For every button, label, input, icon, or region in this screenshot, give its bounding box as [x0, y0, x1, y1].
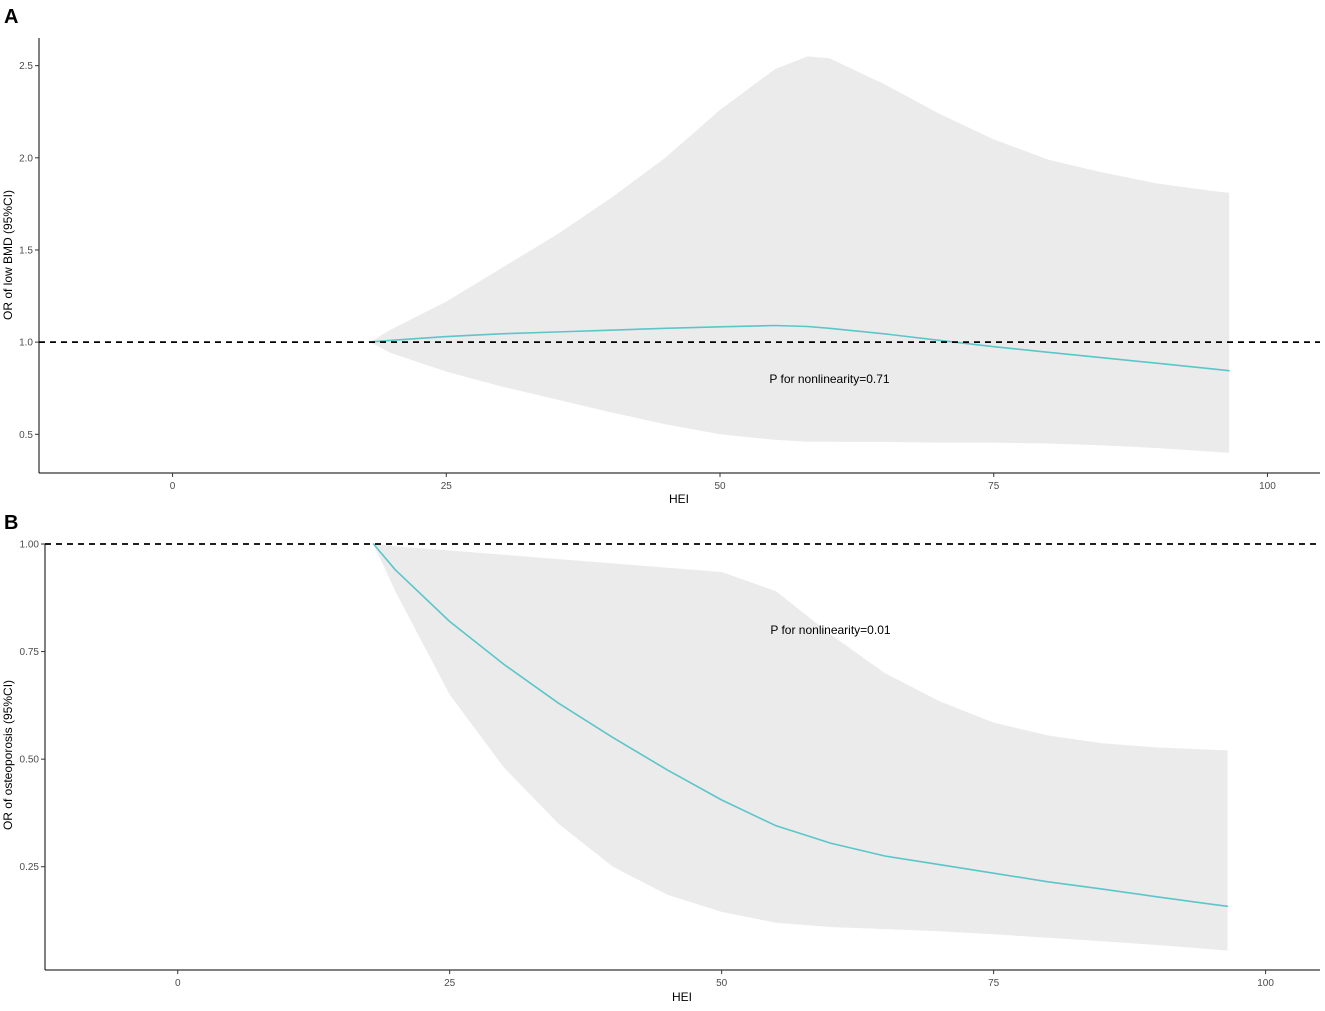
- y-axis-title-b: OR of osteoporosis (95%CI): [1, 680, 15, 830]
- p-nonlinearity-annotation-a: P for nonlinearity=0.71: [769, 372, 890, 386]
- y-tick-label: 0.50: [20, 755, 40, 766]
- y-tick-label: 2.0: [19, 153, 33, 164]
- y-tick-label: 0.75: [20, 647, 40, 658]
- y-tick-label: 0.25: [20, 862, 40, 873]
- x-tick-label: 75: [988, 481, 1000, 492]
- axes-layer: [38, 38, 1320, 474]
- confidence-band-layer: [373, 544, 1228, 951]
- or-curve-layer: [372, 543, 1229, 908]
- x-ticks-layer: 0 25 50 75 100: [175, 970, 1274, 989]
- x-tick-label: 0: [170, 481, 176, 492]
- or-curve-a: [368, 324, 1230, 372]
- p-nonlinearity-annotation-b: P for nonlinearity=0.01: [770, 623, 891, 637]
- x-ticks-layer: 0 25 50 75 100: [170, 473, 1276, 492]
- x-tick-label: 25: [444, 978, 456, 989]
- y-tick-label: 0.5: [19, 430, 33, 441]
- y-tick-label: 1.0: [19, 338, 33, 349]
- x-tick-label: 50: [716, 978, 728, 989]
- panel-b: 0 25 50 75 100 0.25 0.50 0.75 1.00 B HEI OR of …: [1, 512, 1320, 1004]
- panel-a: 0 25 50 75 100 0.5 1.0 1.5 2.0 2.5 A HEI OR of l…: [1, 6, 1320, 506]
- y-tick-label: 1.00: [20, 540, 40, 551]
- panel-label-b: B: [4, 512, 18, 534]
- x-axis-title-b: HEI: [672, 990, 692, 1004]
- y-tick-label: 2.5: [19, 61, 33, 72]
- axes-layer: [44, 544, 1320, 971]
- y-ticks-layer: 0.5 1.0 1.5 2.0 2.5: [19, 61, 39, 441]
- confidence-band-layer: [369, 56, 1230, 453]
- x-tick-label: 100: [1257, 978, 1274, 989]
- x-tick-label: 50: [714, 481, 726, 492]
- x-tick-label: 100: [1259, 481, 1276, 492]
- or-curve-b: [372, 543, 1229, 908]
- confidence-band-b: [373, 544, 1228, 951]
- x-tick-label: 25: [441, 481, 453, 492]
- x-axis-title-a: HEI: [669, 492, 689, 506]
- y-ticks-layer: 0.25 0.50 0.75 1.00: [20, 540, 45, 873]
- or-curve-layer: [368, 324, 1230, 372]
- confidence-band-a: [369, 56, 1230, 453]
- y-tick-label: 1.5: [19, 245, 33, 256]
- x-tick-label: 0: [175, 978, 181, 989]
- x-tick-label: 75: [988, 978, 1000, 989]
- panel-label-a: A: [4, 6, 18, 28]
- y-axis-title-a: OR of low BMD (95%CI): [1, 190, 15, 320]
